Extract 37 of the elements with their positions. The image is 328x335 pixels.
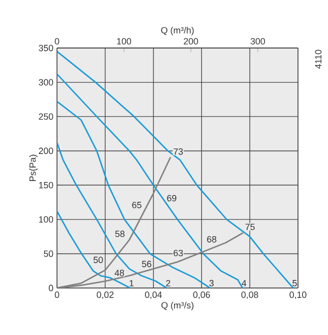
y-tick-label: 350 bbox=[38, 44, 54, 52]
y-tick-label: 50 bbox=[44, 250, 54, 257]
y-tick-label: 100 bbox=[39, 216, 54, 223]
annotation: 69 bbox=[167, 194, 176, 202]
y-tick-label: 200 bbox=[38, 148, 54, 154]
x-tick-label: 0,02 bbox=[96, 292, 114, 299]
x2-tick-label: 200 bbox=[184, 38, 198, 44]
x2-tick-label: 0 bbox=[54, 38, 60, 44]
x-tick-label: 0,06 bbox=[193, 292, 210, 299]
x-axis-title: Q (m³/s) bbox=[161, 302, 194, 310]
annotation: 73 bbox=[174, 148, 183, 155]
y-tick-label: 0 bbox=[48, 284, 54, 292]
annotation: 65 bbox=[132, 202, 142, 208]
annotation: 75 bbox=[245, 224, 255, 230]
series-label: 1 bbox=[130, 280, 134, 286]
annotation: 68 bbox=[207, 236, 216, 243]
x-tick-label: 0 bbox=[54, 292, 60, 298]
y-tick-label: 250 bbox=[38, 113, 54, 120]
x-tick-label: 0,04 bbox=[144, 292, 162, 299]
series-label: 3 bbox=[209, 280, 214, 286]
y-tick-label: 300 bbox=[38, 79, 54, 86]
y-axis-title: Ps(Pa) bbox=[29, 154, 38, 182]
annotation: 48 bbox=[114, 270, 124, 276]
y-tick-label: 150 bbox=[39, 182, 54, 188]
x2-tick-label: 300 bbox=[250, 38, 265, 44]
x-tick-label: 0,08 bbox=[241, 292, 258, 299]
annotation: 63 bbox=[174, 250, 183, 256]
text: 4110 bbox=[315, 50, 322, 69]
x-tick-label: 0,10 bbox=[290, 292, 306, 299]
annotation: 56 bbox=[142, 260, 152, 268]
series-label: 2 bbox=[166, 280, 170, 286]
series-label: 5 bbox=[292, 280, 297, 286]
x2-axis-title: Q (m³/h) bbox=[161, 26, 194, 36]
series-label: 4 bbox=[242, 280, 246, 286]
x2-tick-label: 100 bbox=[117, 38, 132, 44]
annotation: 58 bbox=[115, 230, 125, 238]
annotation: 50 bbox=[94, 256, 103, 264]
